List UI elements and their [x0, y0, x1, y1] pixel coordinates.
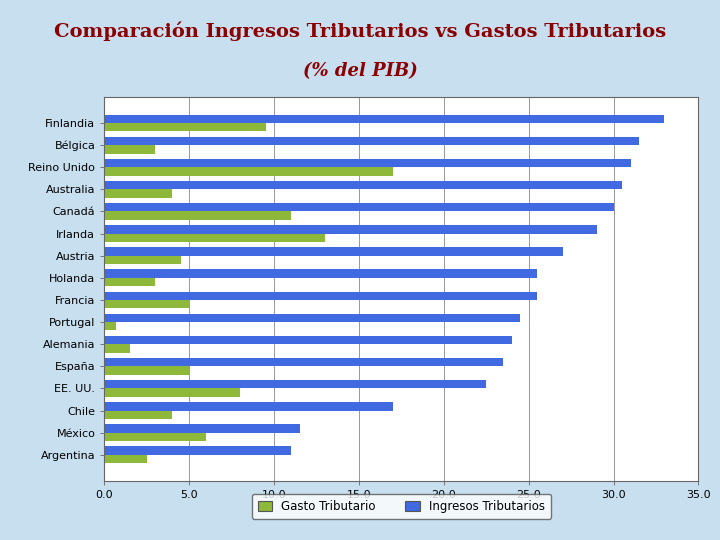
- Bar: [104, 300, 189, 308]
- Bar: [104, 314, 521, 322]
- Bar: [104, 410, 172, 419]
- Bar: [104, 336, 512, 344]
- Bar: [104, 234, 325, 242]
- Bar: [104, 380, 486, 388]
- Bar: [104, 447, 291, 455]
- Bar: [104, 344, 130, 353]
- Bar: [104, 424, 300, 433]
- Bar: [104, 256, 181, 264]
- Legend: Gasto Tributario, Ingresos Tributarios: Gasto Tributario, Ingresos Tributarios: [252, 494, 551, 519]
- Bar: [104, 292, 537, 300]
- Bar: [104, 247, 562, 256]
- Bar: [104, 190, 172, 198]
- Bar: [104, 402, 393, 410]
- Bar: [104, 225, 597, 234]
- Bar: [104, 114, 665, 123]
- Bar: [104, 322, 116, 330]
- Bar: [104, 212, 291, 220]
- Text: (% del PIB): (% del PIB): [302, 62, 418, 80]
- Bar: [104, 145, 156, 153]
- Bar: [104, 455, 147, 463]
- Bar: [104, 269, 537, 278]
- Bar: [104, 167, 393, 176]
- Bar: [104, 159, 631, 167]
- Bar: [104, 358, 503, 366]
- Bar: [104, 366, 189, 375]
- Bar: [104, 433, 206, 441]
- Bar: [104, 203, 613, 212]
- Bar: [104, 388, 240, 397]
- Bar: [104, 278, 156, 286]
- Bar: [104, 181, 622, 190]
- Bar: [104, 123, 266, 131]
- Bar: [104, 137, 639, 145]
- Text: Comparación Ingresos Tributarios vs Gastos Tributarios: Comparación Ingresos Tributarios vs Gast…: [54, 22, 666, 41]
